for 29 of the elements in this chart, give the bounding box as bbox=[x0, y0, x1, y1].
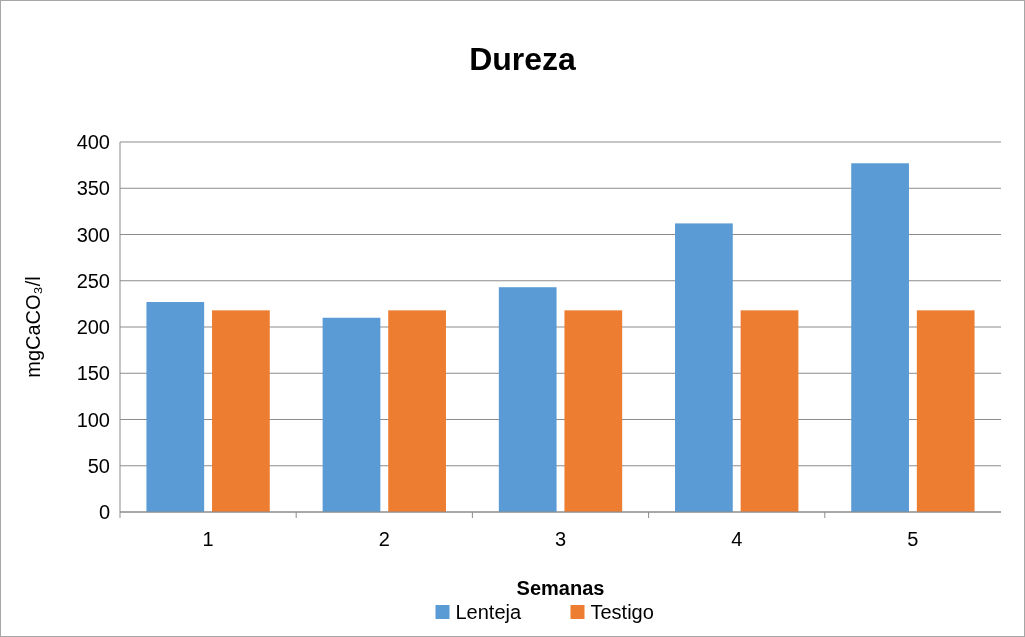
y-axis-title: mgCaCO₃/l bbox=[22, 276, 44, 378]
bar bbox=[388, 310, 446, 512]
legend-label: Lenteja bbox=[455, 601, 522, 623]
y-tick-label: 150 bbox=[76, 362, 110, 385]
x-axis-title: Semanas bbox=[516, 577, 605, 599]
bar bbox=[740, 310, 799, 512]
bar bbox=[564, 310, 623, 512]
chart-title: Dureza bbox=[469, 41, 577, 77]
bar bbox=[851, 163, 909, 512]
y-tick-label: 0 bbox=[98, 501, 110, 523]
x-tick-label: 4 bbox=[731, 528, 743, 550]
x-tick-label: 2 bbox=[378, 528, 390, 550]
bar bbox=[322, 317, 381, 512]
bar bbox=[146, 302, 205, 512]
x-tick-label: 5 bbox=[907, 528, 919, 550]
bar bbox=[675, 223, 733, 512]
y-tick-label: 200 bbox=[76, 316, 110, 338]
x-tick-label: 1 bbox=[202, 528, 214, 550]
y-tick-label: 100 bbox=[76, 408, 110, 431]
bar bbox=[498, 287, 557, 512]
y-tick-label: 250 bbox=[76, 269, 110, 292]
bar bbox=[916, 310, 975, 512]
bar bbox=[212, 310, 270, 512]
legend-label: Testigo bbox=[590, 601, 654, 623]
y-tick-label: 50 bbox=[87, 454, 110, 477]
y-tick-label: 350 bbox=[76, 177, 110, 200]
y-tick-label: 300 bbox=[76, 223, 110, 246]
x-tick-label: 3 bbox=[554, 528, 567, 550]
y-tick-label: 400 bbox=[76, 131, 110, 153]
